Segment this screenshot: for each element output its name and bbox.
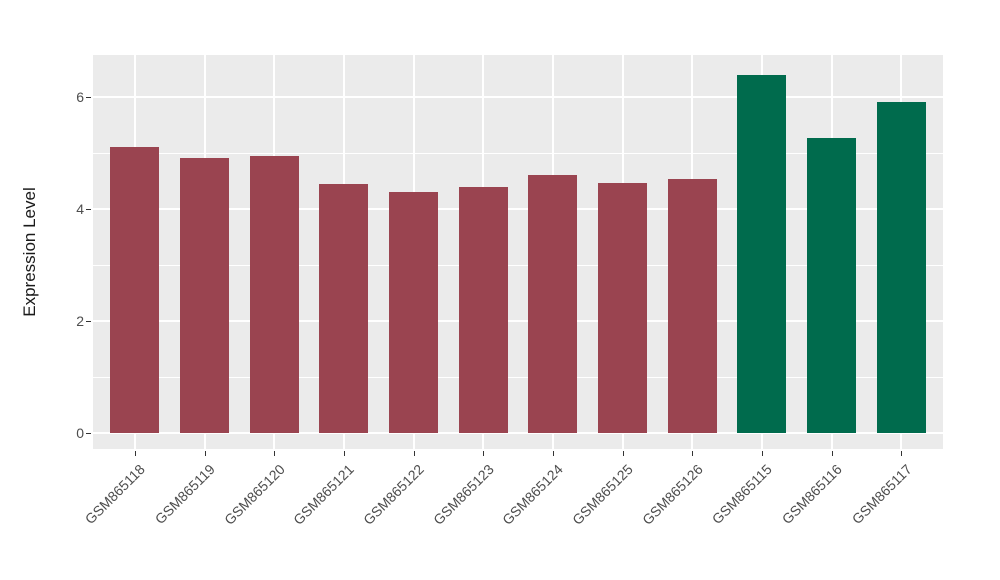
x-tick-label-GSM865126: GSM865126: [638, 461, 706, 528]
x-tick-mark-GSM865121: [343, 451, 345, 456]
x-tick-mark-GSM865126: [692, 451, 694, 456]
y-tick-mark-4: [86, 208, 91, 210]
x-tick-label-GSM865124: GSM865124: [499, 461, 567, 528]
y-tick-mark-2: [86, 320, 91, 322]
bar-GSM865122: [389, 192, 438, 433]
gridline-major-y0: [93, 431, 943, 434]
x-tick-label-GSM865118: GSM865118: [81, 461, 149, 528]
gridline-major-y2: [93, 319, 943, 322]
x-tick-mark-GSM865120: [274, 451, 276, 456]
x-tick-label-GSM865122: GSM865122: [359, 461, 427, 528]
x-tick-mark-GSM865117: [901, 451, 903, 456]
x-tick-mark-GSM865123: [483, 451, 485, 456]
y-tick-label-2: 2: [76, 312, 84, 329]
gridline-minor-y5: [93, 152, 943, 154]
x-tick-mark-GSM865115: [761, 451, 763, 456]
y-axis-title: Expression Level: [20, 187, 39, 317]
x-tick-label-GSM865119: GSM865119: [151, 461, 218, 528]
bar-GSM865126: [667, 178, 717, 433]
y-tick-label-0: 0: [76, 424, 84, 441]
x-tick-label-GSM865116: GSM865116: [778, 461, 845, 528]
gridline-minor-y3: [93, 264, 943, 266]
plot-panel: [93, 55, 943, 449]
y-tick-label-6: 6: [76, 89, 84, 105]
x-tick-label-GSM865125: GSM865125: [568, 461, 636, 528]
bar-GSM865120: [249, 155, 299, 433]
x-tick-label-GSM865115: GSM865115: [709, 461, 776, 528]
x-tick-label-GSM865117: GSM865117: [848, 461, 915, 528]
x-tick-mark-GSM865124: [552, 451, 554, 456]
gridline-minor-y1: [93, 376, 943, 378]
bar-GSM865117: [876, 101, 926, 433]
bar-GSM865123: [458, 186, 508, 433]
x-tick-label-GSM865121: GSM865121: [290, 461, 358, 528]
y-tick-label-4: 4: [76, 200, 84, 217]
bar-GSM865118: [110, 147, 160, 433]
bar-GSM865119: [180, 158, 229, 433]
y-tick-mark-0: [86, 432, 91, 434]
gridline-major-y4: [93, 207, 943, 210]
bar-GSM865121: [319, 183, 369, 433]
x-tick-mark-GSM865119: [204, 451, 206, 456]
x-tick-mark-GSM865125: [622, 451, 624, 456]
y-tick-mark-6: [86, 97, 91, 98]
x-tick-mark-GSM865116: [831, 451, 833, 456]
bar-GSM865116: [807, 137, 856, 433]
bar-GSM865125: [598, 182, 647, 433]
x-tick-label-GSM865123: GSM865123: [429, 461, 497, 528]
x-tick-label-GSM865120: GSM865120: [220, 461, 288, 528]
x-tick-mark-GSM865118: [134, 451, 136, 456]
bar-GSM865115: [737, 74, 787, 433]
x-tick-mark-GSM865122: [413, 451, 415, 456]
gridline-major-y6: [93, 96, 943, 98]
bar-GSM865124: [528, 174, 578, 433]
